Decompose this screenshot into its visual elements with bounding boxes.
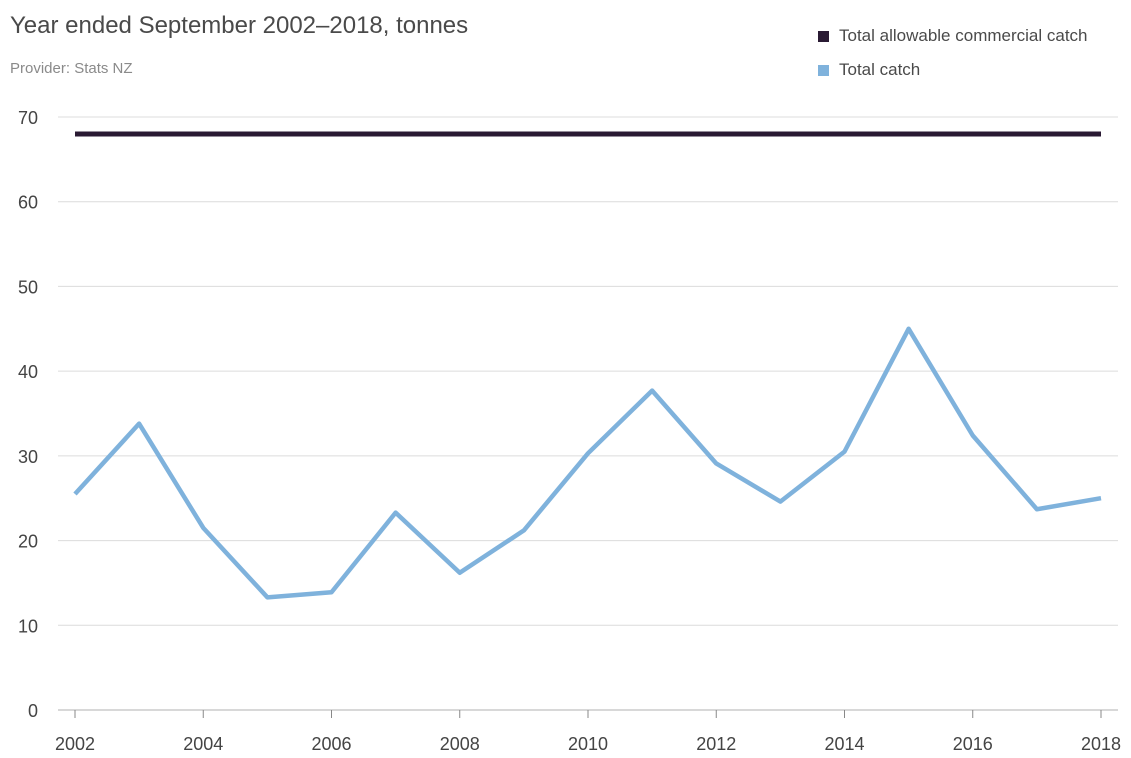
legend-item-allowable: Total allowable commercial catch (818, 24, 1088, 48)
x-tick-label-2012: 2012 (696, 734, 736, 754)
x-tick-label-2002: 2002 (55, 734, 95, 754)
legend-label-allowable: Total allowable commercial catch (839, 26, 1088, 45)
y-tick-label-0: 0 (28, 701, 38, 721)
series-line-total-catch (73, 326, 1102, 600)
y-tick-label-50: 50 (18, 277, 38, 297)
chart-provider: Provider: Stats NZ (10, 60, 133, 77)
y-tick-label-70: 70 (18, 108, 38, 128)
y-tick-label-10: 10 (18, 616, 38, 636)
y-tick-label-40: 40 (18, 362, 38, 382)
x-tick-label-2010: 2010 (568, 734, 608, 754)
legend: Total allowable commercial catch Total c… (818, 24, 1088, 92)
y-tick-label-60: 60 (18, 193, 38, 213)
legend-item-total: Total catch (818, 58, 1088, 82)
x-tick-label-2016: 2016 (953, 734, 993, 754)
y-tick-label-30: 30 (18, 447, 38, 467)
chart-title: Year ended September 2002–2018, tonnes (10, 12, 469, 39)
x-tick-label-2006: 2006 (311, 734, 351, 754)
y-tick-label-20: 20 (18, 532, 38, 552)
legend-swatch-allowable (818, 30, 829, 42)
legend-swatch-total (818, 64, 829, 76)
x-tick-label-2018: 2018 (1081, 734, 1121, 754)
legend-label-total: Total catch (839, 60, 921, 79)
x-tick-label-2008: 2008 (440, 734, 480, 754)
x-tick-label-2004: 2004 (183, 734, 223, 754)
x-tick-label-2014: 2014 (824, 734, 864, 754)
